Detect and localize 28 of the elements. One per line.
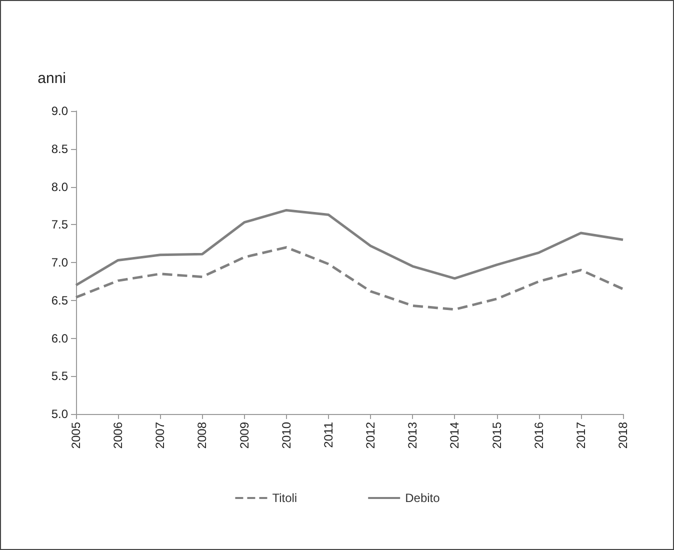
x-tick-label: 2007 xyxy=(153,422,168,449)
y-tick-label: 8.5 xyxy=(51,142,68,156)
x-tick-label: 2018 xyxy=(616,422,630,449)
y-tick-label: 6.5 xyxy=(51,293,68,308)
y-tick-label: 7.0 xyxy=(51,256,68,270)
x-tick-label: 2011 xyxy=(321,422,336,448)
y-tick-label: 9.0 xyxy=(51,104,68,118)
x-tick-label: 2016 xyxy=(532,422,546,449)
y-tick-label: 7.5 xyxy=(51,218,68,232)
x-tick-label: 2015 xyxy=(490,422,504,449)
x-tick-label: 2005 xyxy=(69,422,83,449)
y-tick-label: 8.0 xyxy=(51,180,68,194)
y-tick-label: 5.0 xyxy=(51,407,68,421)
x-tick-label: 2009 xyxy=(237,422,252,449)
x-tick-label: 2013 xyxy=(406,422,420,449)
y-axis-title: anni xyxy=(38,70,66,87)
y-tick-label: 5.5 xyxy=(51,369,68,384)
y-tick-label: 6.0 xyxy=(51,331,68,346)
x-tick-label: 2012 xyxy=(364,422,378,449)
legend-label: Debito xyxy=(405,491,440,505)
line-series xyxy=(74,246,624,311)
line-series xyxy=(74,208,624,286)
x-tick-label: 2014 xyxy=(448,422,462,449)
legend-label: Titoli xyxy=(272,491,298,505)
x-tick-label: 2008 xyxy=(195,422,210,449)
x-tick-label: 2010 xyxy=(279,422,294,449)
x-tick-label: 2006 xyxy=(111,422,126,449)
x-tick-label: 2017 xyxy=(574,422,588,449)
